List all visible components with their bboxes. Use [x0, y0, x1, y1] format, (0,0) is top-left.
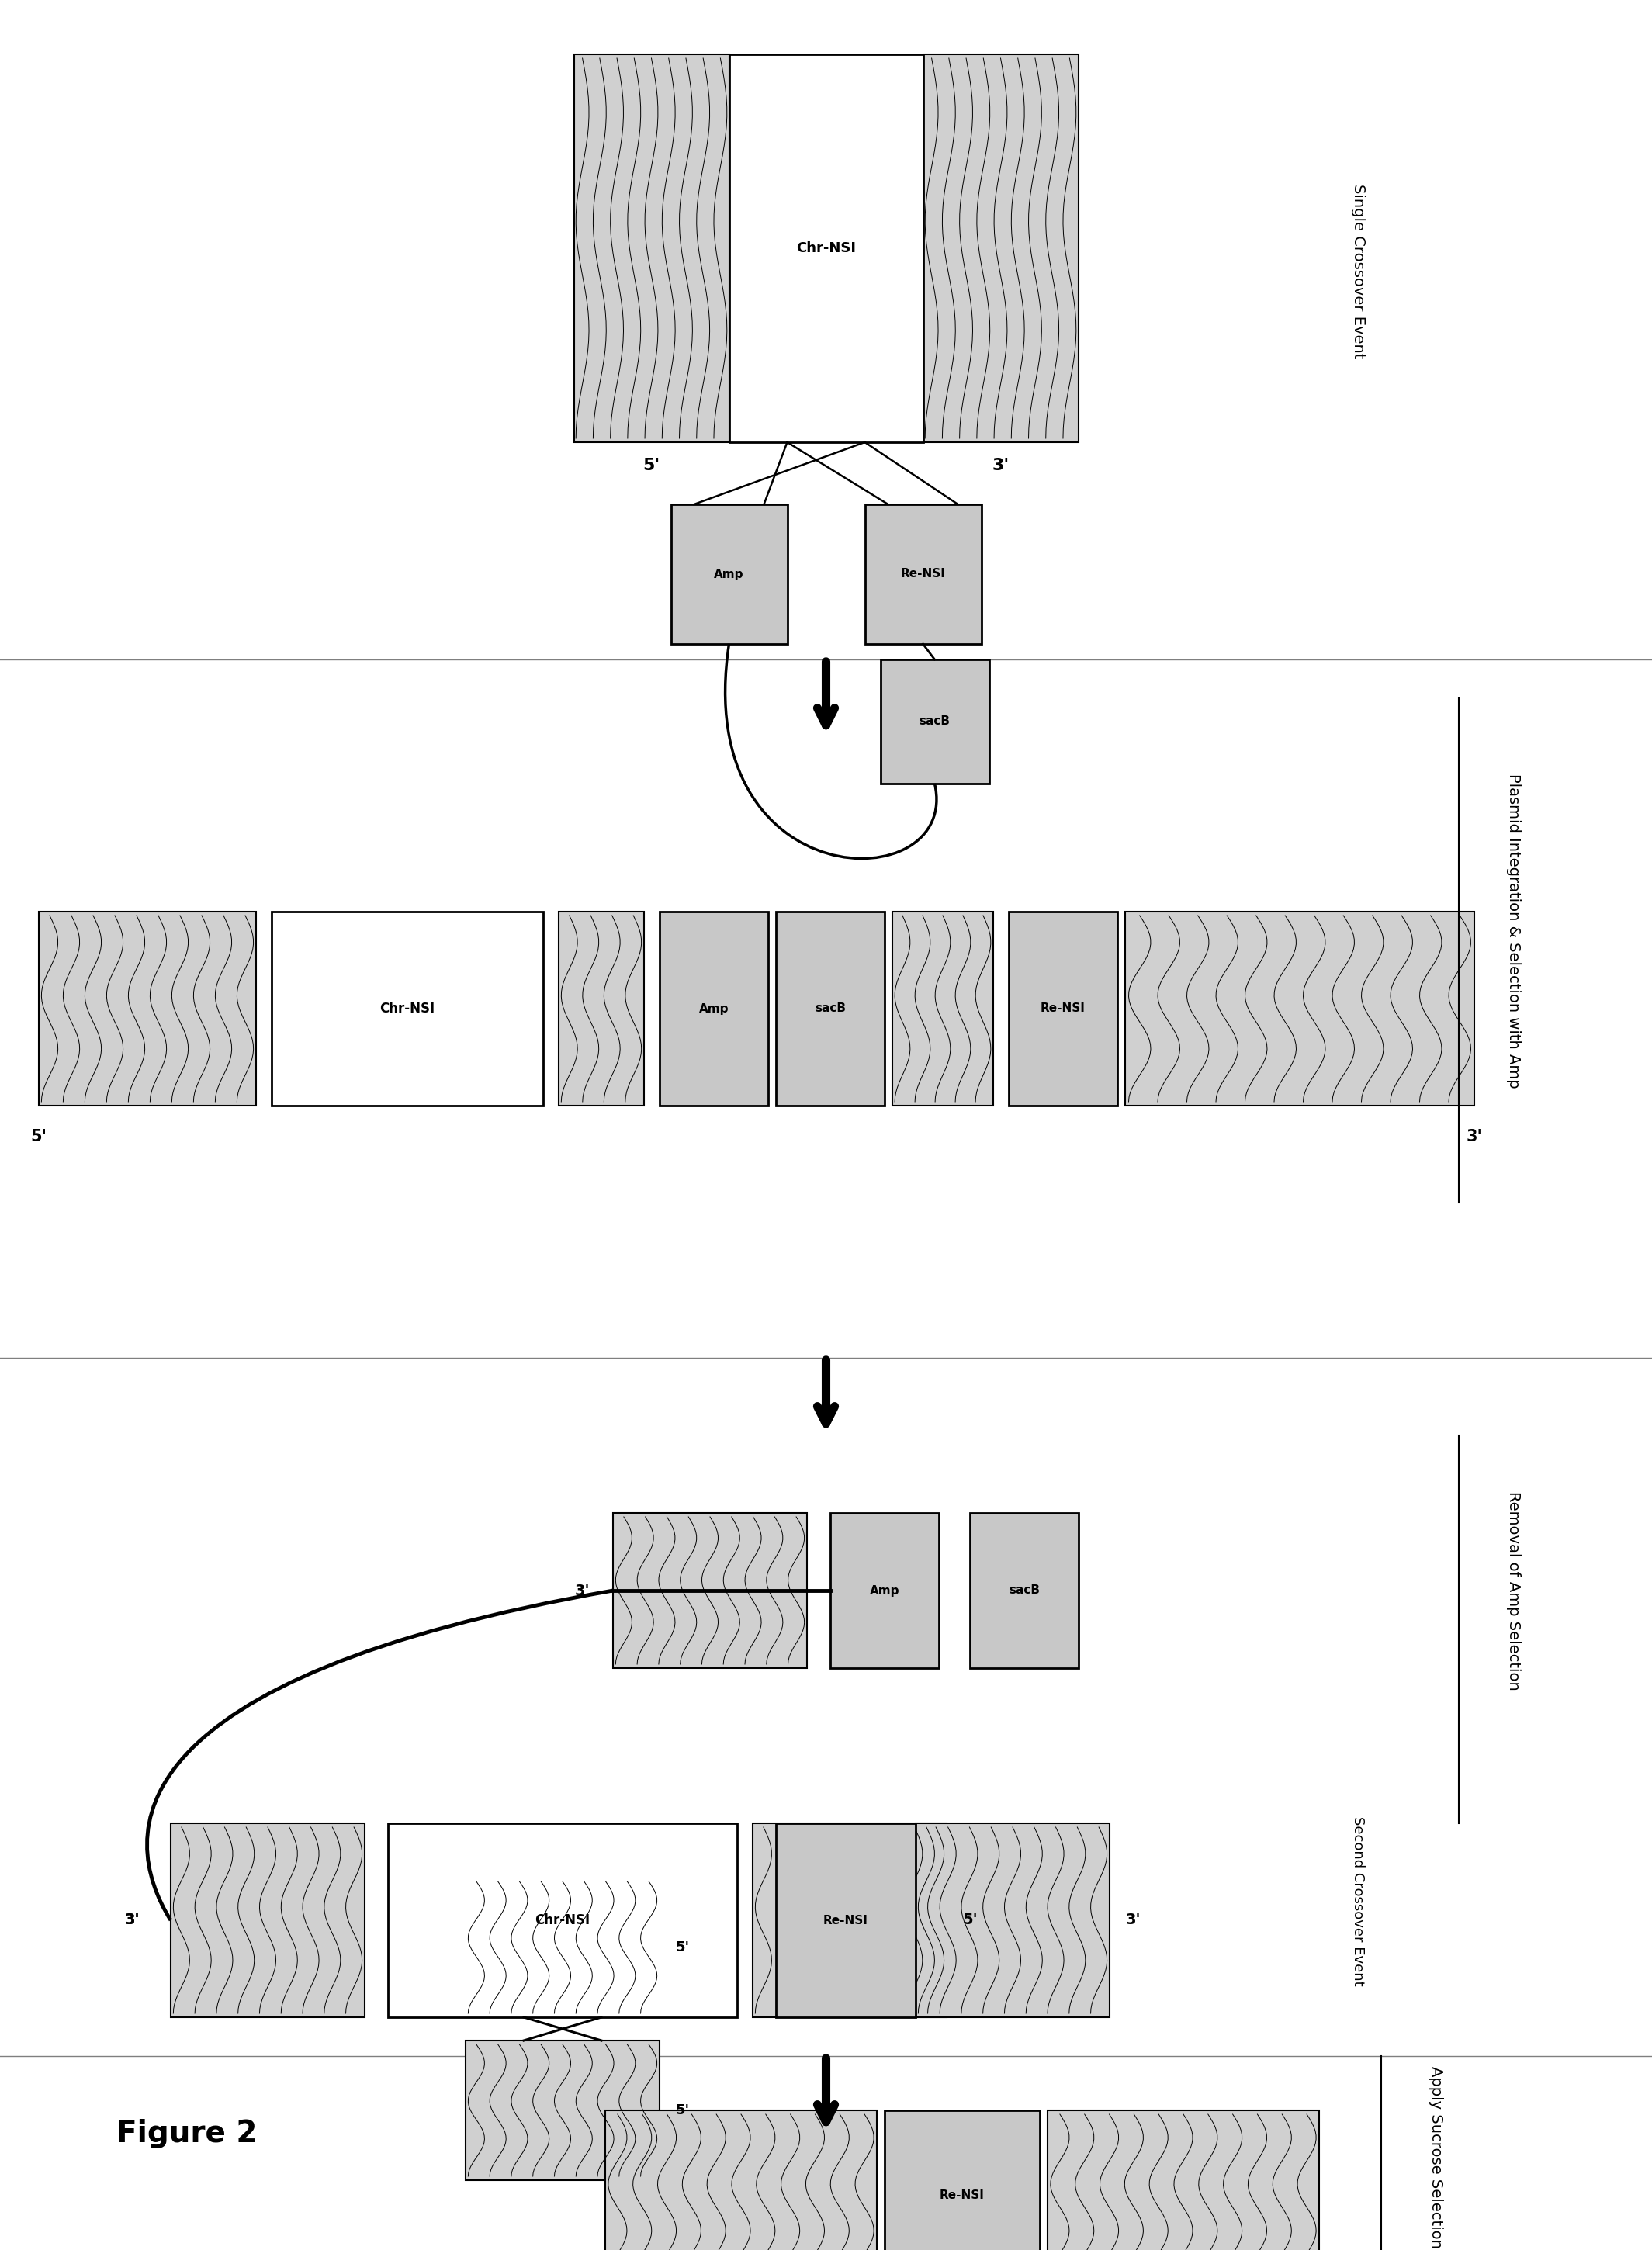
Bar	[671, 504, 788, 644]
Bar	[881, 659, 990, 783]
Bar	[466, 1876, 659, 2018]
Bar	[659, 911, 768, 1105]
Text: Chr-NSI: Chr-NSI	[796, 241, 856, 254]
Bar	[466, 2041, 659, 2180]
Text: Apply Sucrose Selection: Apply Sucrose Selection	[1427, 2066, 1442, 2248]
Text: Re-NSI: Re-NSI	[823, 1915, 869, 1926]
Text: 3': 3'	[124, 1912, 139, 1928]
Bar	[970, 1512, 1079, 1667]
Bar	[753, 1822, 947, 2018]
Bar	[1047, 2110, 1318, 2250]
Text: Second Crossover Event: Second Crossover Event	[1351, 1816, 1365, 1987]
Text: Chr-NSI: Chr-NSI	[535, 1912, 590, 1928]
Bar	[729, 54, 923, 443]
Bar	[776, 1822, 915, 2018]
Bar	[573, 54, 729, 443]
Text: Amp: Amp	[714, 569, 743, 580]
Bar	[605, 2110, 877, 2250]
Text: Plasmid Integration & Selection with Amp: Plasmid Integration & Selection with Amp	[1505, 774, 1520, 1089]
Bar	[923, 54, 1079, 443]
Bar	[388, 1822, 737, 2018]
Text: 3': 3'	[575, 1584, 590, 1598]
Text: 3': 3'	[991, 457, 1009, 472]
Text: sacB: sacB	[919, 716, 950, 727]
Bar	[613, 1512, 806, 1667]
Text: Chr-NSI: Chr-NSI	[380, 1001, 434, 1015]
Text: Re-NSI: Re-NSI	[1041, 1004, 1085, 1015]
Bar	[864, 504, 981, 644]
Text: 5': 5'	[676, 1940, 691, 1955]
Bar	[831, 1512, 938, 1667]
Text: 5': 5'	[31, 1130, 46, 1145]
Text: 3': 3'	[124, 1912, 139, 1928]
Text: 3': 3'	[1467, 1130, 1482, 1145]
Text: 5': 5'	[676, 2104, 691, 2117]
Bar	[884, 2110, 1039, 2250]
Bar	[915, 1822, 1110, 2018]
Text: Single Crossover Event: Single Crossover Event	[1351, 184, 1365, 360]
Text: 5': 5'	[643, 457, 661, 472]
Bar	[776, 911, 884, 1105]
Bar	[1125, 911, 1474, 1105]
Bar	[892, 911, 993, 1105]
Text: Re-NSI: Re-NSI	[900, 569, 945, 580]
Text: sacB: sacB	[1009, 1584, 1039, 1595]
Text: 3': 3'	[1125, 1912, 1140, 1928]
Bar	[1009, 911, 1117, 1105]
Text: Amp: Amp	[869, 1584, 900, 1595]
Bar	[271, 911, 544, 1105]
Bar	[38, 911, 256, 1105]
Text: sacB: sacB	[814, 1004, 846, 1015]
Bar	[170, 1822, 365, 2018]
Text: Amp: Amp	[699, 1004, 729, 1015]
Text: Removal of Amp Selection: Removal of Amp Selection	[1505, 1492, 1520, 1690]
Text: 5': 5'	[963, 1912, 978, 1928]
Text: Re-NSI: Re-NSI	[940, 2189, 985, 2200]
Bar	[558, 911, 644, 1105]
Text: Figure 2: Figure 2	[116, 2120, 258, 2149]
